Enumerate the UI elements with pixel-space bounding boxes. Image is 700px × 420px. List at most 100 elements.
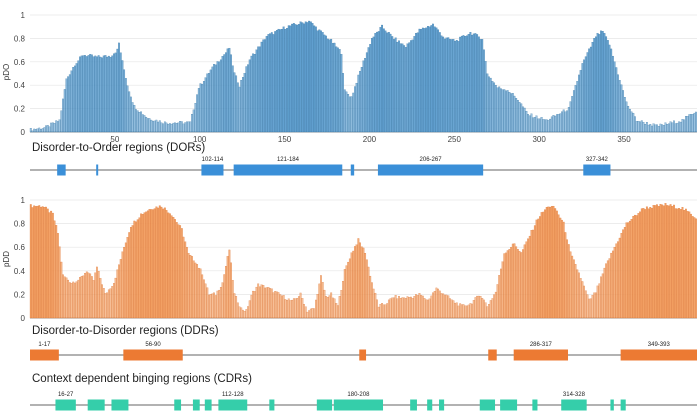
- residue-bar: [296, 24, 299, 133]
- residue-bar: [80, 55, 83, 133]
- residue-bar: [218, 61, 221, 133]
- residue-bar: [101, 284, 103, 319]
- residue-bar: [686, 211, 689, 319]
- residue-bar: [65, 78, 68, 133]
- residue-bar: [391, 36, 394, 133]
- residue-bar: [359, 70, 361, 133]
- residue-bar: [489, 77, 492, 133]
- residue-bar: [191, 113, 193, 133]
- residue-bar: [133, 220, 136, 319]
- residue-bar: [238, 86, 241, 133]
- residue-bar: [589, 46, 592, 133]
- residue-bar: [189, 255, 192, 319]
- residue-bar: [413, 36, 416, 133]
- residue-bar: [68, 282, 71, 319]
- residue-bar: [62, 274, 64, 319]
- residue-bar: [438, 32, 441, 133]
- residue-bar: [379, 27, 382, 133]
- residue-bar: [488, 76, 490, 133]
- residue-bar: [637, 213, 640, 319]
- residue-bar: [606, 40, 609, 133]
- residue-bar: [472, 33, 475, 133]
- residue-bar: [252, 290, 255, 319]
- residue-bar: [43, 127, 46, 133]
- residue-bar: [684, 208, 687, 319]
- residue-bar: [554, 208, 557, 319]
- residue-bar: [247, 306, 249, 319]
- residue-bar: [674, 208, 677, 319]
- residue-bar: [600, 30, 602, 133]
- dor-bars: [29, 20, 697, 133]
- residue-bar: [669, 204, 672, 319]
- residue-bar: [508, 92, 511, 133]
- residue-bar: [615, 67, 618, 133]
- residue-bar: [182, 236, 185, 319]
- residue-bar: [505, 252, 507, 319]
- residue-bar: [535, 219, 538, 319]
- residue-bar: [118, 42, 120, 133]
- residue-bar: [68, 74, 71, 133]
- residue-bar: [371, 38, 373, 133]
- residue-bar: [376, 31, 378, 133]
- residue-bar: [274, 31, 277, 133]
- residue-bar: [201, 83, 204, 133]
- residue-bar: [556, 114, 558, 133]
- residue-bar: [77, 279, 80, 319]
- residue-bar: [520, 103, 523, 133]
- residue-bar: [77, 60, 80, 133]
- residue-bar: [418, 293, 421, 319]
- residue-bar: [411, 298, 414, 319]
- residue-bar: [603, 267, 606, 319]
- residue-bar: [165, 122, 168, 133]
- residue-bar: [651, 125, 653, 133]
- residue-bar: [523, 244, 526, 319]
- residue-bar: [513, 243, 516, 319]
- residue-bar: [191, 256, 193, 319]
- residue-bar: [423, 28, 426, 133]
- residue-bar: [121, 251, 124, 319]
- residue-bar: [152, 120, 154, 133]
- residue-bar: [208, 294, 210, 319]
- residue-bar: [598, 283, 601, 319]
- residue-bar: [123, 69, 126, 133]
- region-block: [620, 349, 697, 361]
- residue-bar: [228, 249, 231, 319]
- residue-bar: [333, 298, 336, 319]
- residue-bar: [225, 266, 227, 319]
- residue-bar: [571, 255, 574, 319]
- residue-bar: [264, 39, 266, 133]
- residue-bar: [673, 120, 675, 133]
- residue-bar: [286, 28, 288, 133]
- region-block: [218, 399, 248, 411]
- residue-bar: [447, 37, 450, 133]
- residue-bar: [389, 33, 392, 133]
- residue-bar: [208, 73, 210, 133]
- residue-bar: [174, 122, 176, 133]
- residue-bar: [382, 304, 385, 319]
- residue-bar: [48, 126, 51, 133]
- residue-bar: [357, 238, 360, 319]
- residue-bar: [374, 33, 377, 133]
- residue-bar: [67, 279, 70, 319]
- y-tick-label: 0: [21, 128, 26, 137]
- region-label: 56-90: [145, 342, 161, 348]
- residue-bar: [298, 24, 300, 133]
- residue-bar: [60, 110, 63, 133]
- residue-bar: [372, 288, 375, 319]
- residue-bar: [644, 209, 647, 319]
- residue-bar: [260, 41, 263, 133]
- y-tick-label: 0.8: [14, 34, 26, 43]
- dor-section-title: Disorder-to-Order regions (DORs): [32, 142, 205, 154]
- residue-bar: [218, 289, 221, 319]
- residue-bar: [505, 90, 507, 133]
- residue-bar: [394, 295, 397, 319]
- residue-bar: [681, 207, 684, 319]
- region-block: [513, 349, 569, 361]
- residue-bar: [172, 217, 175, 319]
- residue-bar: [425, 27, 428, 133]
- region-label: 206-267: [420, 157, 443, 163]
- residue-bar: [140, 111, 143, 133]
- residue-bar: [449, 298, 451, 319]
- residue-bar: [596, 33, 599, 133]
